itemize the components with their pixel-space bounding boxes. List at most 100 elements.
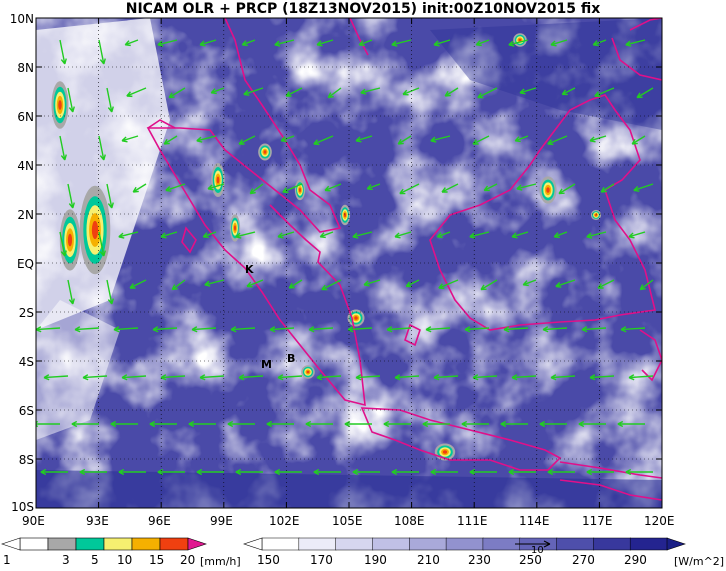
olr-tick: 190: [364, 553, 387, 567]
wind-arrow: [625, 468, 653, 476]
wind-arrow: [386, 326, 412, 333]
wind-arrow: [555, 279, 576, 288]
wind-arrow: [40, 468, 68, 476]
wind-arrow: [430, 135, 451, 143]
wind-arrow: [191, 326, 217, 333]
wind-arrow: [433, 39, 451, 47]
wind-arrow: [243, 87, 264, 96]
wind-arrow: [98, 231, 106, 257]
wind-arrow: [628, 231, 646, 239]
wind-arrow: [160, 374, 186, 381]
wind-arrow: [157, 39, 178, 47]
wind-arrow: [113, 326, 139, 333]
wind-arrow: [508, 468, 536, 476]
wind-arrow: [152, 326, 178, 333]
wind-arrow: [59, 39, 67, 65]
lon-tick: 108E: [394, 514, 425, 528]
wind-arrow: [98, 39, 106, 65]
olr-tick: 150: [257, 553, 280, 567]
wind-arrow: [238, 374, 264, 381]
wind-arrow: [106, 183, 114, 209]
lon-tick: 93E: [86, 514, 109, 528]
wind-arrow: [586, 231, 607, 239]
precip-cell: [354, 316, 358, 320]
wind-arrow: [547, 468, 575, 476]
wind-arrow: [121, 135, 139, 143]
wind-arrow: [266, 420, 294, 428]
olr-unit: [W/m^2]: [674, 555, 725, 568]
wind-arrow: [483, 183, 498, 192]
reference-vector-arrow: [515, 540, 551, 548]
reference-vector-label: 10: [531, 545, 544, 556]
olr-tick: 290: [624, 553, 647, 567]
precip-cell: [58, 100, 62, 110]
wind-arrow: [124, 39, 139, 47]
wind-arrow: [422, 420, 450, 428]
wind-arrow: [321, 279, 342, 291]
wind-arrow: [464, 326, 490, 333]
wind-arrow: [106, 279, 114, 305]
lon-tick: 120E: [644, 514, 675, 528]
wind-arrow: [274, 468, 302, 476]
precip-lower-arrow: [1, 537, 21, 551]
precip-swatch: [19, 537, 49, 551]
wind-arrow: [132, 183, 147, 193]
wind-arrow: [542, 326, 568, 333]
wind-arrow: [98, 135, 106, 161]
wind-arrow: [165, 183, 186, 192]
olr-swatch: [482, 537, 521, 551]
wind-arrow: [539, 420, 567, 428]
wind-arrow: [235, 468, 263, 476]
precip-cell: [546, 187, 550, 193]
wind-arrow: [578, 420, 606, 428]
wind-arrow: [202, 231, 217, 239]
olr-swatch: [372, 537, 411, 551]
wind-arrow: [308, 326, 334, 333]
lat-tick: 8N: [17, 61, 34, 75]
wind-arrow: [436, 231, 451, 239]
wind-arrow: [508, 39, 529, 47]
wind-arrow: [391, 39, 412, 47]
wind-arrow: [472, 374, 498, 381]
olr-swatch: [409, 537, 447, 551]
lon-tick: 111E: [457, 514, 488, 528]
lat-tick: 2N: [17, 208, 34, 222]
precip-tick: 20: [180, 553, 196, 567]
wind-arrow: [71, 420, 99, 428]
wind-arrow: [477, 87, 498, 99]
lon-tick: 114E: [519, 514, 550, 528]
lat-tick: 6N: [17, 110, 34, 124]
wind-arrow: [67, 279, 75, 305]
precip-cell: [298, 187, 302, 193]
wind-arrow: [500, 420, 528, 428]
wind-arrow: [550, 374, 576, 381]
wind-arrow: [269, 326, 295, 333]
wind-arrow: [110, 420, 138, 428]
wind-arrow: [581, 326, 607, 333]
lat-tick: 4S: [18, 355, 34, 369]
lon-tick: 96E: [148, 514, 171, 528]
wind-arrow: [210, 87, 225, 95]
wind-arrow: [316, 39, 334, 47]
wind-arrow: [319, 231, 334, 239]
wind-arrow: [280, 135, 295, 143]
wind-arrow: [397, 135, 412, 145]
wind-arrow: [383, 420, 411, 428]
wind-arrow: [149, 420, 177, 428]
wind-arrow: [625, 39, 646, 47]
lat-tick: 10N: [9, 12, 34, 26]
wind-arrow: [402, 87, 420, 96]
wind-arrow: [355, 135, 373, 143]
precip-cell: [67, 233, 73, 247]
lat-tick: 6S: [18, 404, 34, 418]
wind-arrow: [561, 87, 576, 96]
axis-ticks: [35, 17, 663, 509]
wind-arrow: [196, 135, 217, 143]
olr-swatch: [593, 537, 631, 551]
wind-arrow: [425, 326, 451, 333]
wind-arrow: [461, 420, 489, 428]
olr-tick: 270: [572, 553, 595, 567]
lat-tick: 10S: [11, 500, 34, 514]
precip-cell: [233, 225, 237, 231]
wind-arrow: [391, 468, 419, 476]
